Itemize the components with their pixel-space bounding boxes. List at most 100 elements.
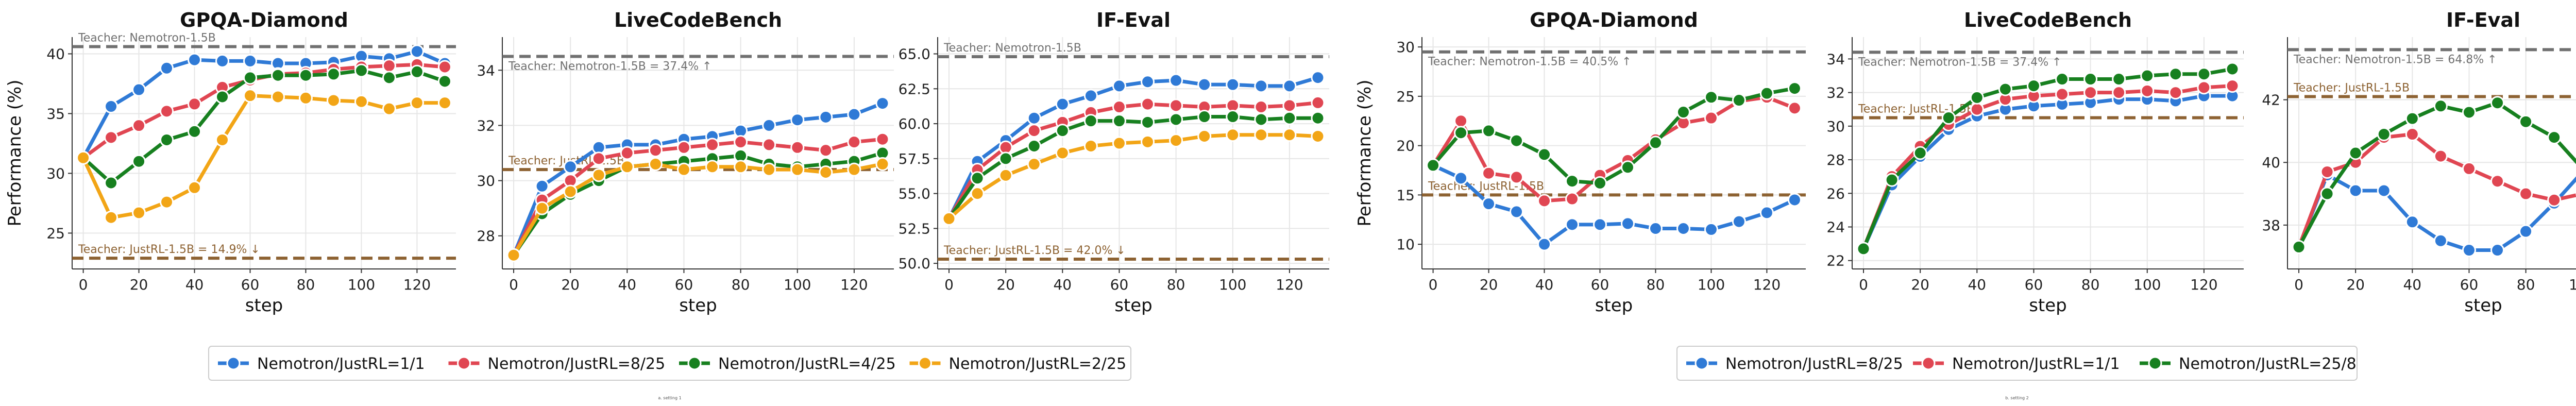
data-point bbox=[1648, 136, 1663, 150]
data-point bbox=[1704, 90, 1718, 105]
data-point bbox=[215, 54, 230, 68]
data-point bbox=[1282, 128, 1297, 142]
data-point bbox=[1055, 97, 1070, 111]
data-point bbox=[160, 132, 174, 147]
data-point bbox=[188, 53, 202, 67]
data-point bbox=[437, 60, 452, 74]
data-point bbox=[243, 71, 258, 85]
data-point bbox=[2519, 114, 2533, 129]
data-point bbox=[1454, 171, 1468, 185]
data-point bbox=[2462, 105, 2476, 120]
x-tick-label: 40 bbox=[1535, 276, 1554, 293]
teacher-label: Teacher: JustRL-1.5B = 42.0% ↓ bbox=[943, 244, 1126, 257]
data-point bbox=[1676, 105, 1690, 120]
chart-title: LiveCodeBench bbox=[1964, 9, 2132, 31]
data-point bbox=[1482, 166, 1496, 180]
x-axis-label: step bbox=[1595, 295, 1633, 316]
x-tick-label: 0 bbox=[944, 276, 954, 293]
data-point bbox=[354, 94, 368, 109]
data-point bbox=[243, 54, 258, 68]
data-point bbox=[132, 82, 146, 97]
data-point bbox=[762, 138, 776, 152]
y-tick-label: 28 bbox=[1826, 151, 1845, 168]
data-point bbox=[648, 157, 663, 171]
data-point bbox=[188, 124, 202, 139]
x-tick-label: 100 bbox=[1219, 276, 1246, 293]
data-point bbox=[1226, 128, 1240, 142]
y-tick-label: 26 bbox=[1826, 185, 1845, 202]
y-tick-label: 40 bbox=[2262, 154, 2280, 171]
data-point bbox=[2519, 224, 2533, 239]
data-point bbox=[1083, 139, 1098, 153]
data-point bbox=[1282, 111, 1297, 125]
x-tick-label: 0 bbox=[1859, 276, 1868, 293]
data-point bbox=[847, 107, 861, 122]
y-tick-label: 22 bbox=[1826, 252, 1845, 269]
legend-2: Nemotron/JustRL=8/25 Nemotron/JustRL=1/1 N… bbox=[1676, 346, 2358, 400]
data-point bbox=[819, 143, 833, 158]
data-point bbox=[1537, 194, 1552, 208]
x-tick-label: 20 bbox=[2346, 276, 2365, 293]
setting-caption: b. setting 2 bbox=[2005, 396, 2029, 400]
data-point bbox=[535, 179, 549, 193]
data-point bbox=[270, 90, 285, 104]
y-tick-label: 57.5 bbox=[899, 150, 930, 167]
chart-6: 020406080100120384042IF-EvalstepTeacher:… bbox=[2262, 9, 2576, 316]
legend-frame bbox=[1676, 346, 2358, 381]
data-point bbox=[2462, 243, 2476, 258]
x-tick-label: 80 bbox=[2517, 276, 2535, 293]
data-point bbox=[188, 180, 202, 195]
data-point bbox=[1112, 79, 1126, 93]
y-tick-label: 15 bbox=[1396, 187, 1415, 204]
data-point bbox=[2197, 80, 2211, 95]
data-point bbox=[1197, 129, 1212, 143]
data-point bbox=[437, 74, 452, 89]
data-point bbox=[1027, 139, 1041, 153]
data-point bbox=[215, 132, 230, 147]
x-tick-label: 40 bbox=[1053, 276, 1072, 293]
data-point bbox=[1759, 86, 1774, 100]
x-tick-label: 60 bbox=[241, 276, 260, 293]
data-point bbox=[2083, 72, 2098, 87]
data-point bbox=[160, 104, 174, 119]
data-point bbox=[1510, 133, 1524, 148]
y-tick-label: 32 bbox=[1826, 84, 1845, 102]
data-point bbox=[1311, 95, 1325, 110]
data-point bbox=[1027, 124, 1041, 138]
data-point bbox=[1732, 93, 1746, 108]
y-tick-label: 60.0 bbox=[899, 115, 930, 132]
data-point bbox=[2168, 67, 2183, 81]
y-tick-label: 32 bbox=[477, 117, 495, 134]
data-point bbox=[2292, 240, 2306, 254]
data-point bbox=[1112, 100, 1126, 114]
chart-title: IF-Eval bbox=[1096, 9, 1171, 31]
data-point bbox=[104, 210, 118, 225]
data-point bbox=[1856, 242, 1871, 256]
data-point bbox=[1197, 110, 1212, 124]
data-point bbox=[2462, 161, 2476, 176]
data-point bbox=[2490, 174, 2505, 189]
data-point bbox=[1787, 101, 1802, 115]
x-tick-label: 60 bbox=[2460, 276, 2479, 293]
data-point bbox=[762, 162, 776, 177]
data-point bbox=[2377, 183, 2391, 198]
y-tick-label: 28 bbox=[477, 228, 495, 245]
y-axis-label: Performance (%) bbox=[1354, 79, 1375, 226]
data-point bbox=[790, 140, 805, 155]
data-point bbox=[2348, 146, 2363, 160]
y-tick-label: 65.0 bbox=[899, 46, 930, 63]
data-point bbox=[676, 140, 691, 155]
data-point bbox=[1510, 170, 1524, 184]
chart-title: IF-Eval bbox=[2446, 9, 2520, 31]
teacher-label: Teacher: Nemotron-1.5B = 37.4% ↑ bbox=[508, 60, 712, 73]
data-point bbox=[1169, 73, 1183, 88]
x-tick-label: 60 bbox=[1110, 276, 1129, 293]
data-point bbox=[875, 96, 890, 111]
data-point bbox=[1169, 133, 1183, 148]
data-point bbox=[354, 63, 368, 78]
data-point bbox=[847, 162, 861, 177]
data-point bbox=[1083, 89, 1098, 103]
data-point bbox=[2490, 96, 2505, 110]
data-point bbox=[160, 195, 174, 209]
x-tick-label: 100 bbox=[784, 276, 811, 293]
